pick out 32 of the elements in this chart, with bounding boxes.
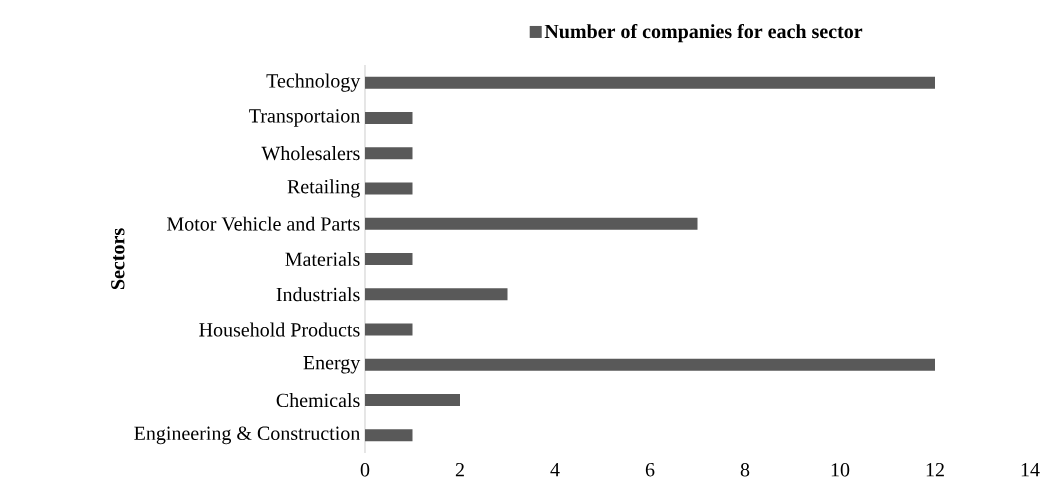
y-tick-label: Retailing [287,179,360,198]
y-tick-label: Materials [285,251,360,267]
y-tick-label: Transportaion [249,109,361,127]
bar [365,147,413,160]
x-tick-label: 0 [360,463,370,477]
y-tick-label: Industrials [276,287,360,302]
y-tick-label: Energy [303,356,361,374]
x-tick-label: 10 [831,463,850,477]
bar [365,182,413,195]
bar [365,76,935,89]
y-tick-label: Engineering & Construction [134,426,361,445]
y-tick-label: Household Products [199,322,360,337]
bar [365,358,935,371]
bar [365,394,460,407]
y-tick-label: Chemicals [276,393,360,408]
x-tick-label: 4 [550,463,560,477]
bar [365,429,413,442]
bar [365,323,413,336]
bar [365,252,413,265]
y-axis-title: Sectors [111,228,125,290]
x-tick-label: 14 [1021,463,1040,477]
y-tick-label: Wholesalers [261,146,360,161]
y-tick-label: Technology [266,73,361,92]
legend-label: Number of companies for each sector [544,23,863,43]
bar [365,288,508,301]
x-tick-label: 6 [645,463,655,477]
x-tick-label: 12 [926,463,944,477]
bar [365,111,413,124]
bar [365,217,698,230]
y-tick-label: Motor Vehicle and Parts [167,216,360,231]
x-tick-label: 8 [740,463,750,477]
x-tick-label: 2 [455,463,464,477]
